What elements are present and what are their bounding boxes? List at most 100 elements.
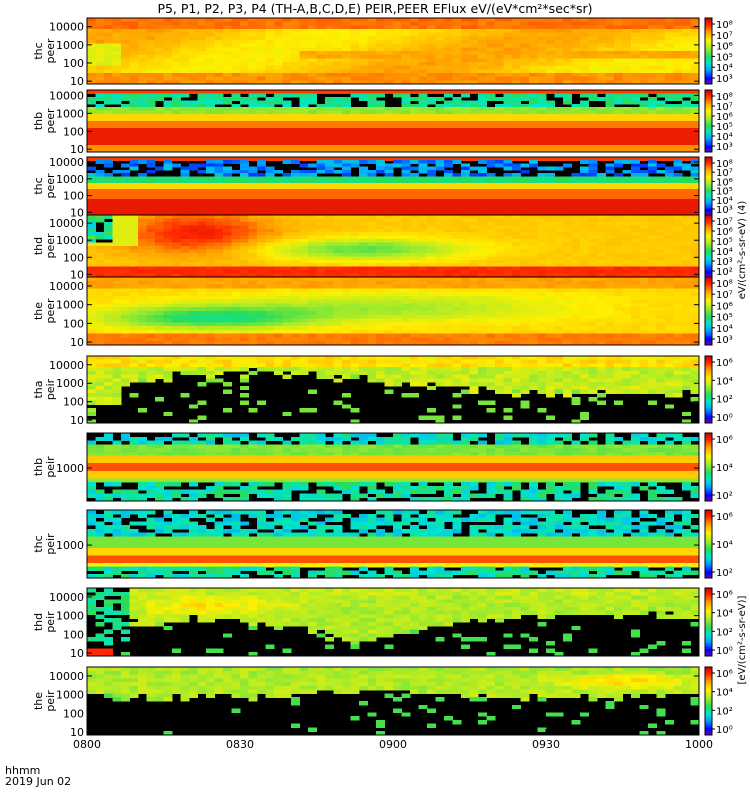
heatmap-cell <box>572 243 581 247</box>
heatmap-cell <box>521 55 530 59</box>
heatmap-cell <box>147 100 156 104</box>
heatmap-cell <box>317 29 326 33</box>
heatmap-cell <box>155 51 164 55</box>
heatmap-cell <box>164 131 173 135</box>
heatmap-cell <box>274 218 283 222</box>
heatmap-cell <box>623 124 632 128</box>
heatmap-cell <box>461 145 470 149</box>
heatmap-cell <box>495 90 504 94</box>
heatmap-cell <box>164 66 173 70</box>
heatmap-cell <box>504 267 513 271</box>
heatmap-cell <box>682 18 691 22</box>
heatmap-cell <box>402 145 411 149</box>
heatmap-cell <box>461 25 470 29</box>
heatmap-cell <box>487 163 496 167</box>
heatmap-cell <box>495 40 504 44</box>
heatmap-cell <box>393 124 402 128</box>
heatmap-cell <box>444 215 453 219</box>
heatmap-cell <box>189 25 198 29</box>
heatmap-cell <box>342 218 351 222</box>
heatmap-cell <box>317 138 326 142</box>
heatmap-cell <box>240 243 249 247</box>
heatmap-cell <box>257 142 266 146</box>
heatmap-cell <box>283 145 292 149</box>
heatmap-cell <box>96 145 105 149</box>
heatmap-cell <box>623 114 632 118</box>
heatmap-cell <box>130 215 139 219</box>
heatmap-cell <box>436 249 445 253</box>
heatmap-cell <box>495 121 504 125</box>
heatmap-cell <box>580 62 589 66</box>
heatmap-cell <box>478 236 487 240</box>
heatmap-cell <box>147 22 156 26</box>
heatmap-cell <box>291 142 300 146</box>
heatmap-cell <box>444 246 453 250</box>
heatmap-cell <box>589 69 598 73</box>
heatmap-cell <box>130 263 139 267</box>
heatmap-cell <box>223 36 232 40</box>
heatmap-cell <box>572 55 581 59</box>
heatmap-cell <box>682 77 691 81</box>
heatmap-cell <box>121 131 130 135</box>
heatmap-cell <box>504 236 513 240</box>
heatmap-cell <box>376 253 385 257</box>
heatmap-cell <box>138 55 147 59</box>
heatmap-cell <box>470 44 479 48</box>
heatmap-cell <box>342 97 351 101</box>
heatmap-cell <box>334 18 343 22</box>
heatmap-cell <box>164 33 173 37</box>
heatmap-cell <box>130 222 139 226</box>
heatmap-cell <box>614 135 623 139</box>
heatmap-cell <box>427 249 436 253</box>
heatmap-cell <box>368 225 377 229</box>
heatmap-cell <box>640 124 649 128</box>
heatmap-cell <box>198 270 207 274</box>
heatmap-cell <box>512 239 521 243</box>
heatmap-cell <box>147 135 156 139</box>
heatmap-cell <box>606 218 615 222</box>
heatmap-cell <box>96 256 105 260</box>
heatmap-cell <box>555 236 564 240</box>
heatmap-cell <box>614 29 623 33</box>
heatmap-cell <box>546 25 555 29</box>
heatmap-cell <box>478 100 487 104</box>
heatmap-cell <box>665 124 674 128</box>
heatmap-cell <box>308 243 317 247</box>
heatmap-cell <box>96 121 105 125</box>
heatmap-cell <box>512 167 521 171</box>
heatmap-cell <box>334 232 343 236</box>
heatmap-cell <box>521 243 530 247</box>
heatmap-cell <box>215 225 224 229</box>
heatmap-cell <box>572 114 581 118</box>
heatmap-cell <box>665 142 674 146</box>
heatmap-cell <box>614 243 623 247</box>
heatmap-cell <box>538 215 547 219</box>
heatmap-cell <box>504 100 513 104</box>
heatmap-cell <box>410 142 419 146</box>
heatmap-cell <box>376 243 385 247</box>
heatmap-cell <box>521 236 530 240</box>
heatmap-cell <box>427 118 436 122</box>
heatmap-cell <box>368 18 377 22</box>
heatmap-cell <box>470 51 479 55</box>
heatmap-cell <box>436 243 445 247</box>
heatmap-cell <box>87 55 96 59</box>
heatmap-cell <box>240 33 249 37</box>
heatmap-cell <box>419 138 428 142</box>
heatmap-cell <box>138 90 147 94</box>
heatmap-cell <box>266 104 275 108</box>
heatmap-cell <box>427 236 436 240</box>
heatmap-cell <box>325 29 334 33</box>
heatmap-cell <box>453 253 462 257</box>
heatmap-cell <box>172 73 181 77</box>
heatmap-cell <box>249 77 258 81</box>
heatmap-cell <box>138 22 147 26</box>
heatmap-cell <box>181 18 190 22</box>
heatmap-cell <box>155 145 164 149</box>
heatmap-cell <box>657 111 666 115</box>
heatmap-cell <box>257 249 266 253</box>
heatmap-cell <box>232 229 241 233</box>
heatmap-cell <box>291 69 300 73</box>
heatmap-cell <box>393 225 402 229</box>
heatmap-cell <box>232 77 241 81</box>
